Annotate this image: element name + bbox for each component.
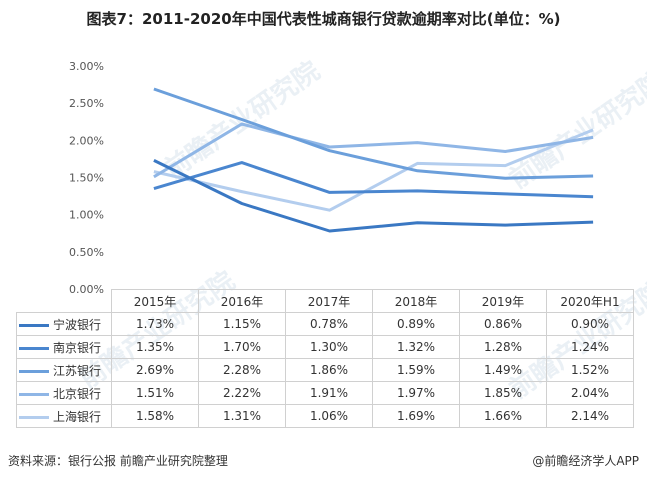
data-label: 1.24% bbox=[546, 335, 634, 359]
series-line-北京银行 bbox=[153, 122, 594, 179]
legend-entry: 宁波银行 bbox=[16, 312, 112, 336]
y-tick-label: 3.00% bbox=[69, 60, 104, 73]
category-label: 2019年 bbox=[459, 289, 547, 313]
table-corner bbox=[16, 289, 112, 313]
table-row: 上海银行 1.58% 1.31% 1.06% 1.69% 1.66% 2.14% bbox=[16, 404, 634, 428]
y-tick-label: 0.50% bbox=[69, 246, 104, 259]
data-label: 2.04% bbox=[546, 381, 634, 405]
legend-entry: 北京银行 bbox=[16, 381, 112, 405]
legend-label: 宁波银行 bbox=[53, 317, 102, 332]
series-line-南京银行 bbox=[153, 161, 594, 199]
legend-entry: 上海银行 bbox=[16, 404, 112, 428]
table-row: 北京银行 1.51% 2.22% 1.91% 1.97% 1.85% 2.04% bbox=[16, 381, 634, 405]
legend-swatch bbox=[19, 392, 49, 396]
data-table: 2015年 2016年 2017年 2018年 2019年 2020年H1 宁波… bbox=[16, 289, 634, 428]
table-row: 宁波银行 1.73% 1.15% 0.78% 0.89% 0.86% 0.90% bbox=[16, 312, 634, 336]
legend-swatch bbox=[19, 369, 49, 373]
data-label: 2.69% bbox=[111, 358, 199, 382]
data-label: 1.69% bbox=[372, 404, 460, 428]
legend-swatch bbox=[19, 415, 49, 419]
data-label: 2.14% bbox=[546, 404, 634, 428]
data-label: 0.78% bbox=[285, 312, 373, 336]
data-label: 1.70% bbox=[198, 335, 286, 359]
data-label: 1.32% bbox=[372, 335, 460, 359]
data-label: 1.49% bbox=[459, 358, 547, 382]
category-row: 2015年 2016年 2017年 2018年 2019年 2020年H1 bbox=[16, 289, 634, 313]
legend-swatch bbox=[19, 346, 49, 350]
data-label: 1.91% bbox=[285, 381, 373, 405]
category-label: 2017年 bbox=[285, 289, 373, 313]
category-label: 2015年 bbox=[111, 289, 199, 313]
legend-entry: 江苏银行 bbox=[16, 358, 112, 382]
data-label: 1.52% bbox=[546, 358, 634, 382]
data-label: 1.31% bbox=[198, 404, 286, 428]
data-label: 0.86% bbox=[459, 312, 547, 336]
legend-entry: 南京银行 bbox=[16, 335, 112, 359]
data-label: 2.28% bbox=[198, 358, 286, 382]
brand-credit: @前瞻经济学人APP bbox=[532, 454, 639, 468]
data-label: 1.58% bbox=[111, 404, 199, 428]
source-note: 资料来源：银行公报 前瞻产业研究院整理 bbox=[8, 454, 228, 468]
data-label: 2.22% bbox=[198, 381, 286, 405]
legend-label: 北京银行 bbox=[53, 386, 102, 401]
series-line-江苏银行 bbox=[153, 87, 594, 180]
legend-label: 上海银行 bbox=[53, 409, 102, 424]
data-label: 1.85% bbox=[459, 381, 547, 405]
data-label: 1.30% bbox=[285, 335, 373, 359]
table-row: 南京银行 1.35% 1.70% 1.30% 1.32% 1.28% 1.24% bbox=[16, 335, 634, 359]
y-tick-label: 1.50% bbox=[69, 172, 104, 185]
data-label: 0.90% bbox=[546, 312, 634, 336]
data-label: 1.28% bbox=[459, 335, 547, 359]
chart-title: 图表7：2011-2020年中国代表性城商银行贷款逾期率对比(单位：%) bbox=[86, 10, 561, 28]
category-label: 2016年 bbox=[198, 289, 286, 313]
data-label: 1.06% bbox=[285, 404, 373, 428]
data-label: 0.89% bbox=[372, 312, 460, 336]
data-label: 1.35% bbox=[111, 335, 199, 359]
data-label: 1.73% bbox=[111, 312, 199, 336]
data-label: 1.59% bbox=[372, 358, 460, 382]
series-line-宁波银行 bbox=[153, 159, 594, 233]
data-label: 1.97% bbox=[372, 381, 460, 405]
series-line-上海银行 bbox=[153, 128, 594, 212]
data-label: 1.66% bbox=[459, 404, 547, 428]
data-label: 1.86% bbox=[285, 358, 373, 382]
category-label: 2020年H1 bbox=[546, 289, 634, 313]
y-tick-label: 2.50% bbox=[69, 97, 104, 110]
table-row: 江苏银行 2.69% 2.28% 1.86% 1.59% 1.49% 1.52% bbox=[16, 358, 634, 382]
category-label: 2018年 bbox=[372, 289, 460, 313]
legend-label: 江苏银行 bbox=[53, 363, 102, 378]
data-label: 1.51% bbox=[111, 381, 199, 405]
y-tick-label: 2.00% bbox=[69, 134, 104, 147]
legend-label: 南京银行 bbox=[53, 340, 102, 355]
data-label: 1.15% bbox=[198, 312, 286, 336]
y-tick-label: 1.00% bbox=[69, 209, 104, 222]
legend-swatch bbox=[19, 323, 49, 327]
